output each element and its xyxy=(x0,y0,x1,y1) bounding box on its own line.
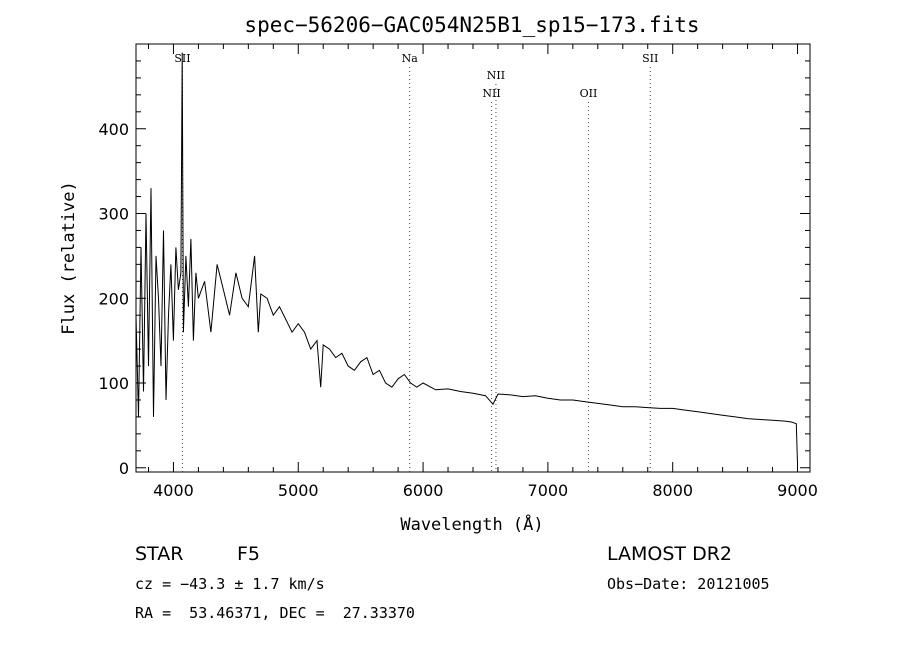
redshift-info: cz = −43.3 ± 1.7 km/s xyxy=(135,575,325,593)
y-tick-label: 400 xyxy=(98,120,129,139)
spectral-line-label: Na xyxy=(402,52,419,65)
chart-title: spec−56206−GAC054N25B1_sp15−173.fits xyxy=(244,13,699,37)
coordinates: RA = 53.46371, DEC = 27.33370 xyxy=(135,604,415,622)
spectral-line-label: SII xyxy=(642,52,658,65)
spectral-line-label: OII xyxy=(580,87,598,100)
y-tick-label: 300 xyxy=(98,205,129,224)
spectral-line-label: NII xyxy=(482,87,500,100)
spectral-line-label: NII xyxy=(487,69,505,82)
x-tick-label: 8000 xyxy=(652,481,693,500)
y-tick-label: 0 xyxy=(119,459,129,478)
x-tick-label: 6000 xyxy=(403,481,444,500)
subclass: F5 xyxy=(237,543,261,565)
x-tick-label: 4000 xyxy=(153,481,194,500)
y-axis-label: Flux (relative) xyxy=(59,181,79,335)
spectrum-line xyxy=(135,52,798,464)
y-tick-label: 200 xyxy=(98,289,129,308)
object-class: STAR xyxy=(135,543,184,565)
y-tick-label: 100 xyxy=(98,374,129,393)
x-tick-label: 9000 xyxy=(777,481,818,500)
spectrum-series xyxy=(135,52,798,464)
survey-name: LAMOST DR2 xyxy=(607,543,732,565)
x-axis-label: Wavelength (Å) xyxy=(400,513,543,535)
x-axis: 4000 5000 6000 7000 8000 9000 xyxy=(147,44,818,500)
observation-date: Obs−Date: 20121005 xyxy=(607,575,770,593)
plot-frame xyxy=(135,43,811,473)
x-tick-label: 7000 xyxy=(528,481,569,500)
x-tick-label: 5000 xyxy=(278,481,319,500)
y-axis: 0 100 200 300 400 xyxy=(98,60,810,478)
